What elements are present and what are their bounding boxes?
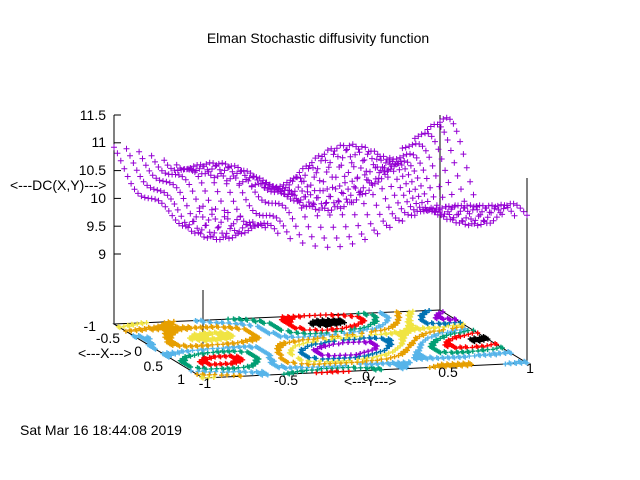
- surface-mesh: [111, 114, 530, 251]
- contour-projection: [115, 308, 530, 381]
- z-axis-label: <---DC(X,Y)--->: [10, 177, 106, 193]
- contour-level-6: [297, 308, 463, 362]
- y-tick-label: 1: [526, 360, 534, 376]
- y-axis-label: <---Y--->: [344, 373, 396, 389]
- chart-title: Elman Stochastic diffusivity function: [207, 30, 429, 46]
- x-tick-label: 0.5: [144, 358, 164, 374]
- contour-level-7: [311, 309, 459, 359]
- z-tick-label: 11: [91, 134, 106, 150]
- contour-level-3: [130, 310, 530, 378]
- z-tick-label: 11.5: [80, 107, 106, 123]
- x-tick-label: 0: [134, 343, 142, 359]
- z-tick-marks: [114, 114, 121, 255]
- contour-level-2: [177, 310, 505, 377]
- contour-level-1: [196, 312, 500, 376]
- x-tick-label: -0.5: [96, 330, 120, 346]
- y-tick-label: 0.5: [438, 364, 458, 380]
- z-tick-label: 9: [98, 246, 106, 262]
- contour-level-5: [115, 308, 466, 381]
- y-tick-label: -1: [199, 375, 212, 391]
- z-tick-label: 10.5: [79, 162, 106, 178]
- x-tick-label: 1: [177, 371, 185, 387]
- x-axis-label: <---X--->: [78, 345, 132, 361]
- surface-markers: [111, 114, 530, 251]
- timestamp: Sat Mar 16 18:44:08 2019: [20, 422, 182, 438]
- z-tick-label: 9.5: [87, 218, 107, 234]
- y-tick-label: -0.5: [274, 372, 298, 388]
- y-tick-label: 0: [362, 368, 370, 384]
- x-tick-label: -1: [84, 318, 97, 334]
- z-tick-label: 10: [90, 190, 106, 206]
- contour-level-4: [123, 309, 474, 379]
- contour-level-0: [307, 316, 491, 345]
